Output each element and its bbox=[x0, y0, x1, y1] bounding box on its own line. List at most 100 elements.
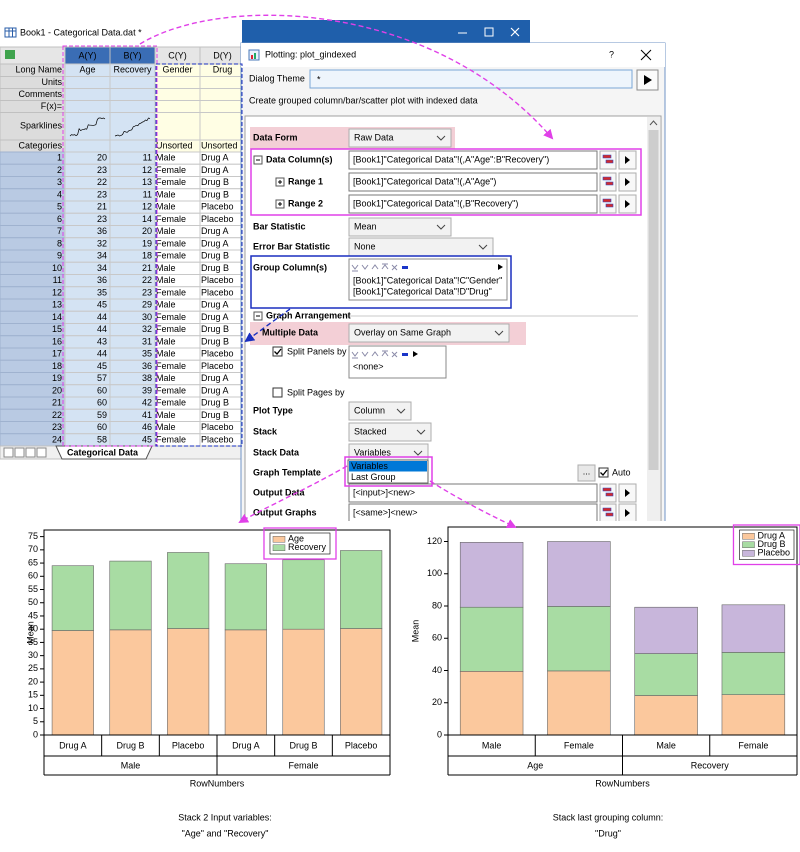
maximize-button[interactable] bbox=[484, 27, 494, 37]
group-label: Recovery bbox=[691, 760, 730, 770]
row-number: 9 bbox=[57, 251, 62, 261]
menu-arrow bbox=[625, 489, 630, 497]
text-input[interactable] bbox=[348, 150, 598, 170]
highlight-box bbox=[732, 524, 800, 566]
cell-value: Female bbox=[156, 312, 186, 322]
tree-toggle[interactable] bbox=[275, 177, 285, 187]
y-tick-label: 25 bbox=[28, 663, 38, 673]
x-tick-label: Drug B bbox=[116, 740, 144, 750]
bar-segment bbox=[721, 694, 786, 736]
tab-nav-button[interactable] bbox=[14, 447, 25, 458]
dropdown-value: Overlay on Same Graph bbox=[354, 327, 451, 337]
row-number: 20 bbox=[52, 385, 62, 395]
y-tick-label: 20 bbox=[432, 697, 442, 707]
dropdown-chevron bbox=[416, 429, 426, 435]
close-button[interactable] bbox=[510, 27, 520, 37]
cell-value: Drug A bbox=[201, 300, 229, 310]
text-input[interactable] bbox=[348, 194, 598, 214]
cell-value: 21 bbox=[142, 263, 152, 273]
cell-value: 60 bbox=[97, 422, 107, 432]
checkbox[interactable] bbox=[272, 346, 283, 357]
x-tick-label: Placebo bbox=[345, 740, 378, 750]
checkbox[interactable] bbox=[272, 387, 283, 398]
y-tick-label: 35 bbox=[28, 637, 38, 647]
dropdown-option[interactable]: Variables bbox=[351, 461, 388, 471]
check-mark bbox=[600, 469, 608, 476]
cell-value: 22 bbox=[142, 275, 152, 285]
cell-value: 35 bbox=[142, 349, 152, 359]
dialog-close-button[interactable] bbox=[640, 49, 652, 61]
x-tick-label: Placebo bbox=[172, 740, 205, 750]
dropdown[interactable] bbox=[348, 401, 412, 421]
list-item: <none> bbox=[353, 361, 384, 371]
tree-toggle[interactable] bbox=[275, 199, 285, 209]
y-tick-label: 0 bbox=[437, 729, 442, 739]
scroll-up[interactable] bbox=[649, 120, 658, 126]
menu-arrow bbox=[625, 509, 630, 517]
text-input[interactable] bbox=[348, 483, 598, 503]
cell-value: 35 bbox=[97, 287, 107, 297]
text-input[interactable] bbox=[348, 172, 598, 192]
worksheet-window: Book1 - Categorical Data.dat * Long Name… bbox=[0, 20, 530, 460]
cell-value: 44 bbox=[97, 324, 107, 334]
row-number-cell bbox=[0, 163, 66, 177]
y-tick-label: 60 bbox=[432, 633, 442, 643]
dropdown-value: Stacked bbox=[354, 426, 387, 436]
checkbox[interactable] bbox=[598, 467, 609, 478]
row-number: 6 bbox=[57, 214, 62, 224]
x-axis-title: RowNumbers bbox=[190, 778, 245, 788]
toolbar-icon bbox=[5, 50, 15, 59]
dropdown[interactable] bbox=[348, 217, 452, 237]
tab-nav-button[interactable] bbox=[25, 447, 36, 458]
cell-value: Drug A bbox=[201, 165, 229, 175]
help-button[interactable]: ? bbox=[609, 49, 614, 59]
menu-arrow bbox=[625, 156, 630, 164]
legend-swatch bbox=[272, 536, 286, 543]
dropdown[interactable] bbox=[348, 422, 432, 442]
split-panels-list[interactable] bbox=[348, 345, 447, 379]
cell-value: Male bbox=[156, 300, 176, 310]
dialog-title-bar bbox=[241, 43, 665, 67]
cell-value: 43 bbox=[97, 336, 107, 346]
theme-value: * bbox=[317, 74, 321, 84]
group-label: Male bbox=[121, 760, 141, 770]
row-number-cell bbox=[0, 151, 66, 165]
cell-value: Male bbox=[156, 373, 176, 383]
arrow bbox=[139, 14, 554, 140]
cell-value: 13 bbox=[142, 177, 152, 187]
cell-value: 30 bbox=[142, 312, 152, 322]
row-number: 17 bbox=[52, 349, 62, 359]
section-label: Graph Arrangement bbox=[266, 310, 351, 320]
row-number: 14 bbox=[52, 312, 62, 322]
tree-toggle[interactable] bbox=[253, 311, 263, 321]
bar-segment bbox=[109, 560, 152, 631]
annotations bbox=[62, 45, 642, 447]
dropdown-option[interactable]: Last Group bbox=[351, 472, 396, 482]
field-label: Data Column(s) bbox=[266, 154, 333, 164]
dropdown[interactable] bbox=[348, 323, 510, 343]
scrollbar-thumb[interactable] bbox=[648, 130, 659, 470]
cell-value: 20 bbox=[142, 226, 152, 236]
row-number: 15 bbox=[52, 324, 62, 334]
cell-value: 29 bbox=[142, 300, 152, 310]
cell-value: 44 bbox=[97, 349, 107, 359]
row-number: 18 bbox=[52, 361, 62, 371]
arrow bbox=[429, 480, 517, 529]
browse-button[interactable] bbox=[577, 464, 596, 482]
row-header: Units bbox=[41, 77, 62, 87]
tab-nav-button[interactable] bbox=[36, 447, 47, 458]
x-tick-label: Drug B bbox=[289, 740, 317, 750]
theme-input[interactable] bbox=[309, 69, 633, 89]
caption: "Drug" bbox=[595, 828, 621, 838]
dropdown-chevron bbox=[413, 450, 423, 456]
theme-label: Dialog Theme bbox=[249, 73, 305, 83]
field-label: Plot Type bbox=[253, 405, 293, 415]
dropdown[interactable] bbox=[348, 128, 452, 148]
bar-segment bbox=[547, 541, 611, 607]
caption: Stack 2 Input variables: bbox=[178, 812, 272, 822]
range-icon bbox=[602, 507, 614, 517]
tab-nav-button[interactable] bbox=[3, 447, 14, 458]
tree-toggle[interactable] bbox=[253, 155, 263, 165]
browse-label: ... bbox=[583, 466, 591, 476]
